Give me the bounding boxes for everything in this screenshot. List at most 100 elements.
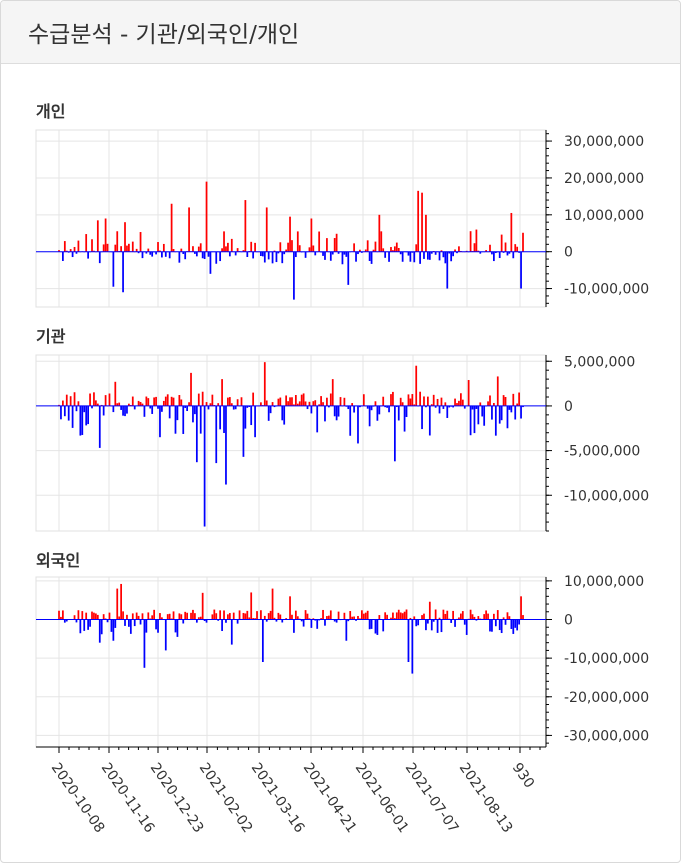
bar <box>347 619 350 622</box>
bar <box>269 610 272 620</box>
bar <box>327 615 330 620</box>
bar <box>491 619 493 632</box>
bar <box>250 405 253 426</box>
bar <box>174 619 177 633</box>
bar <box>207 251 210 257</box>
bar <box>213 609 216 620</box>
bar <box>252 392 255 406</box>
bar <box>91 239 93 252</box>
bar <box>135 612 138 620</box>
bar <box>182 405 185 434</box>
bar <box>378 615 381 620</box>
bar <box>320 618 322 620</box>
bar <box>349 405 352 436</box>
bar <box>362 613 365 620</box>
bar <box>393 246 396 252</box>
bar <box>382 396 385 406</box>
bar <box>287 401 289 406</box>
bar <box>395 242 398 252</box>
bar <box>232 405 235 410</box>
bar <box>512 251 515 259</box>
bar <box>145 251 148 254</box>
bar <box>450 251 453 262</box>
bar <box>417 190 420 252</box>
bar <box>155 251 157 255</box>
bar <box>149 405 152 409</box>
bar <box>337 405 340 417</box>
bar <box>392 250 394 252</box>
bar <box>126 614 128 620</box>
bar <box>423 613 425 620</box>
bar <box>194 613 196 620</box>
bar <box>326 616 328 620</box>
bar <box>508 251 511 254</box>
bar <box>427 619 429 624</box>
bar <box>87 251 89 259</box>
bar <box>261 251 264 257</box>
bar <box>461 611 464 620</box>
bar <box>401 402 404 406</box>
bar <box>370 251 373 264</box>
bar <box>114 619 117 628</box>
bar <box>225 246 227 252</box>
bar <box>432 394 435 406</box>
bar <box>489 244 491 252</box>
bar <box>287 242 289 252</box>
bar <box>333 238 336 252</box>
bar <box>141 613 144 620</box>
bar <box>85 405 88 426</box>
bar <box>182 251 185 254</box>
bar <box>62 251 64 261</box>
bar <box>514 405 517 420</box>
bar <box>378 214 381 252</box>
bar <box>83 619 86 631</box>
bar <box>102 614 105 620</box>
bar <box>425 405 427 408</box>
x-tick-label: 2020-10-08 <box>48 760 108 836</box>
page-title: 수급분석 - 기관/외국인/개인 <box>28 22 300 48</box>
bar <box>104 618 107 620</box>
bar <box>157 405 159 409</box>
bar <box>401 251 404 262</box>
bar <box>151 405 154 414</box>
bar <box>366 610 369 620</box>
bar <box>405 405 408 417</box>
bar <box>520 596 522 620</box>
bar <box>378 405 381 415</box>
bar <box>370 405 373 411</box>
bar <box>479 402 482 406</box>
chart-title: 개인 <box>36 102 65 121</box>
x-axis: 2020-10-082020-11-162020-12-232021-02-02… <box>36 746 546 836</box>
bar <box>170 396 173 406</box>
bar <box>493 613 495 620</box>
bar <box>273 405 276 408</box>
bar <box>131 396 134 406</box>
bar <box>178 395 181 406</box>
bar <box>172 611 175 620</box>
plot-area <box>35 576 547 748</box>
bar <box>312 401 315 406</box>
bar <box>460 613 462 620</box>
bar <box>368 619 371 630</box>
bar <box>203 405 206 527</box>
bar <box>289 397 291 406</box>
chart-title: 외국인 <box>36 551 80 570</box>
bar <box>456 251 458 254</box>
bar <box>153 397 156 406</box>
bar <box>467 380 470 406</box>
bar <box>63 405 66 417</box>
bar <box>73 615 76 620</box>
bar <box>147 398 150 406</box>
bar <box>489 395 491 406</box>
bar <box>285 395 288 406</box>
bar <box>370 619 373 629</box>
bar <box>98 405 101 448</box>
bar <box>409 398 412 406</box>
bar <box>58 610 60 620</box>
bar <box>219 251 222 262</box>
bar <box>137 400 140 406</box>
bar <box>143 405 146 417</box>
bar <box>155 619 157 630</box>
bar <box>444 251 447 264</box>
bar <box>85 612 88 620</box>
